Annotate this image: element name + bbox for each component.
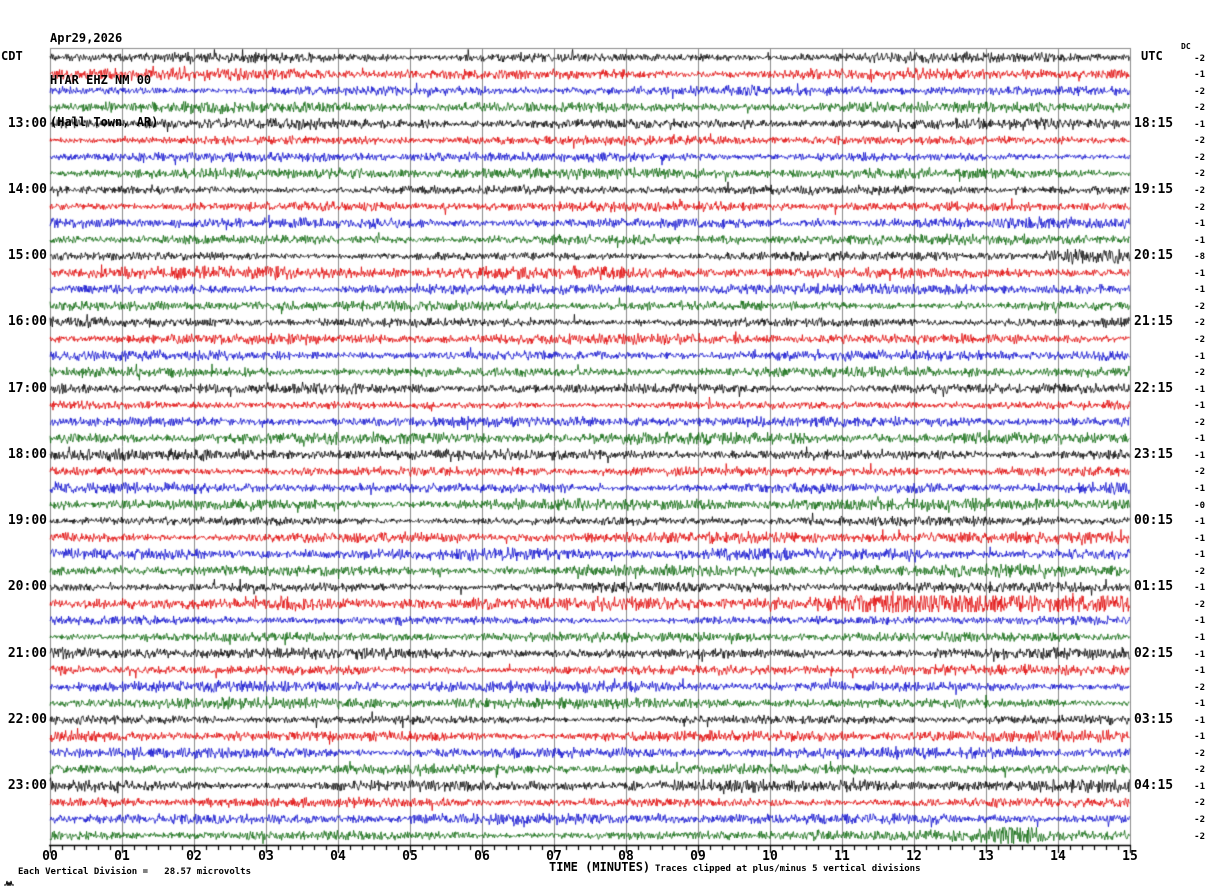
right-time-label: 20:15: [1134, 248, 1174, 264]
waveform-mark-icon: [4, 872, 14, 886]
dc-offset-value: -1: [1194, 632, 1205, 643]
dc-offset-value: -2: [1194, 86, 1205, 97]
date-label: Apr29,2026: [50, 31, 123, 45]
scale-note: Each Vertical Division = 28.57 microvolt…: [18, 867, 251, 877]
x-tick-label: 09: [690, 849, 706, 864]
x-tick-label: 15: [1122, 849, 1138, 864]
dc-offset-value: -1: [1194, 616, 1205, 627]
dc-offset-value: -1: [1194, 70, 1205, 81]
dc-offset-value: -1: [1194, 533, 1205, 544]
dc-offset-value: -1: [1194, 649, 1205, 660]
x-tick-label: 12: [906, 849, 922, 864]
dc-offset-value: -1: [1194, 699, 1205, 710]
x-tick-label: 10: [762, 849, 778, 864]
dc-offset-value: -2: [1194, 368, 1205, 379]
dc-offset-value: -1: [1194, 384, 1205, 395]
x-tick-label: 05: [402, 849, 418, 864]
dc-offset-value: -8: [1194, 252, 1205, 263]
dc-offset-value: -2: [1194, 748, 1205, 759]
left-time-label: 14:00: [7, 182, 47, 198]
dc-offset-value: -2: [1194, 136, 1205, 147]
dc-offset-value: -1: [1194, 732, 1205, 743]
left-time-label: 20:00: [7, 579, 47, 595]
dc-offset-value: -1: [1194, 285, 1205, 296]
left-time-label: 21:00: [7, 645, 47, 661]
left-timezone-label: CDT: [1, 49, 23, 63]
dc-offset-value: -1: [1194, 450, 1205, 461]
x-tick-label: 02: [186, 849, 202, 864]
right-time-label: 01:15: [1134, 579, 1174, 595]
right-time-label: 22:15: [1134, 380, 1174, 396]
dc-offset-value: -0: [1194, 500, 1205, 511]
left-time-label: 18:00: [7, 446, 47, 462]
dc-offset-value: -1: [1194, 583, 1205, 594]
x-tick-label: 07: [546, 849, 562, 864]
x-tick-label: 08: [618, 849, 634, 864]
right-time-label: 21:15: [1134, 314, 1174, 330]
dc-offset-value: -2: [1194, 682, 1205, 693]
dc-offset-value: -2: [1194, 566, 1205, 577]
left-time-label: 16:00: [7, 314, 47, 330]
dc-offset-value: -2: [1194, 103, 1205, 114]
right-time-label: 00:15: [1134, 513, 1174, 529]
dc-offset-value: -1: [1194, 268, 1205, 279]
left-time-label: 19:00: [7, 513, 47, 529]
x-tick-label: 03: [258, 849, 274, 864]
clip-note: Traces clipped at plus/minus 5 vertical …: [655, 864, 921, 874]
plot-header: Apr29,2026 HTAR EHZ NM 00 (Hall Town, AR…: [50, 3, 158, 157]
dc-offset-value: -1: [1194, 401, 1205, 412]
dc-offset-value: -1: [1194, 434, 1205, 445]
dc-offset-value: -2: [1194, 318, 1205, 329]
x-tick-label: 06: [474, 849, 490, 864]
dc-offset-value: -2: [1194, 417, 1205, 428]
x-tick-label: 13: [978, 849, 994, 864]
x-tick-label: 04: [330, 849, 346, 864]
dc-offset-value: -1: [1194, 351, 1205, 362]
left-time-label: 23:00: [7, 777, 47, 793]
dc-offset-header: DC: [1181, 42, 1191, 51]
dc-offset-value: -2: [1194, 599, 1205, 610]
left-time-label: 13:00: [7, 115, 47, 131]
dc-offset-value: -1: [1194, 119, 1205, 130]
dc-offset-value: -2: [1194, 335, 1205, 345]
right-time-label: 23:15: [1134, 446, 1174, 462]
right-time-label: 03:15: [1134, 711, 1174, 727]
left-time-label: 15:00: [7, 248, 47, 264]
station-label: HTAR EHZ NM 00: [50, 73, 152, 87]
right-timezone-label: UTC: [1141, 49, 1163, 63]
right-time-label: 18:15: [1134, 115, 1174, 131]
x-tick-label: 00: [42, 849, 58, 864]
left-time-label: 22:00: [7, 711, 47, 727]
dc-offset-value: -1: [1194, 666, 1205, 677]
x-tick-label: 11: [834, 849, 850, 864]
dc-offset-value: -2: [1194, 815, 1205, 826]
dc-offset-value: -1: [1194, 517, 1205, 528]
x-tick-label: 14: [1050, 849, 1066, 864]
dc-offset-value: -1: [1194, 219, 1205, 230]
dc-offset-value: -2: [1194, 798, 1205, 809]
right-time-label: 02:15: [1134, 645, 1174, 661]
dc-offset-value: -2: [1194, 186, 1205, 197]
dc-offset-value: -1: [1194, 715, 1205, 726]
dc-offset-value: -2: [1194, 765, 1205, 776]
dc-offset-value: -2: [1194, 53, 1205, 64]
dc-offset-value: -2: [1194, 831, 1205, 842]
left-time-label: 17:00: [7, 380, 47, 396]
dc-offset-value: -2: [1194, 169, 1205, 180]
location-label: (Hall Town, AR): [50, 115, 159, 129]
x-tick-label: 01: [114, 849, 130, 864]
dc-offset-value: -2: [1194, 202, 1205, 213]
dc-offset-value: -2: [1194, 467, 1205, 478]
dc-offset-value: -1: [1194, 483, 1205, 494]
x-axis-title: TIME (MINUTES): [549, 860, 651, 874]
dc-offset-value: -1: [1194, 235, 1205, 246]
dc-offset-value: -1: [1194, 781, 1205, 792]
right-time-label: 19:15: [1134, 182, 1174, 198]
dc-offset-value: -2: [1194, 301, 1205, 312]
dc-offset-value: -1: [1194, 550, 1205, 561]
dc-offset-value: -2: [1194, 152, 1205, 163]
right-time-label: 04:15: [1134, 777, 1174, 793]
